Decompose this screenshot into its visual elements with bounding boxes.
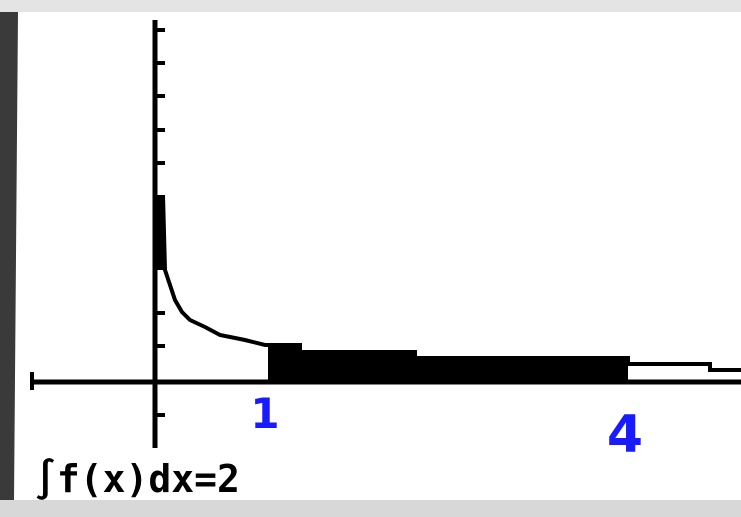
result-text: ∫f(x)dx=2 [34, 457, 240, 501]
page: 1 4 ∫f(x)dx=2 (() => { const data = JSON… [0, 0, 741, 517]
bound-label: 1 [250, 389, 279, 438]
calculator-screen: 1 4 ∫f(x)dx=2 [0, 0, 741, 517]
top-bezel [0, 0, 741, 12]
bound-label: 4 [607, 405, 643, 465]
bottom-bezel [0, 500, 741, 517]
